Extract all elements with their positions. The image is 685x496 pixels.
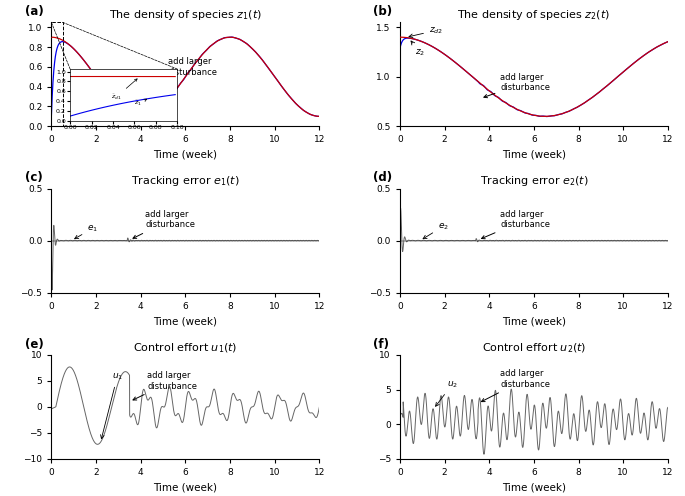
X-axis label: Time (week): Time (week) <box>153 150 217 160</box>
Text: (c): (c) <box>25 172 42 185</box>
Bar <box>51 22 62 126</box>
Text: add larger
disturbance: add larger disturbance <box>135 57 218 112</box>
X-axis label: Time (week): Time (week) <box>502 150 566 160</box>
X-axis label: Time (week): Time (week) <box>502 483 566 493</box>
Text: $e_2$: $e_2$ <box>423 221 449 239</box>
Text: $z_2$: $z_2$ <box>411 41 425 59</box>
Text: add larger
disturbance: add larger disturbance <box>133 210 195 238</box>
Text: $u_2$: $u_2$ <box>436 379 458 406</box>
Text: (d): (d) <box>373 172 392 185</box>
Text: (b): (b) <box>373 5 392 18</box>
Text: add larger
disturbance: add larger disturbance <box>482 210 550 239</box>
Title: Control effort $u_2(t)$: Control effort $u_2(t)$ <box>482 341 586 355</box>
Text: $e_1$: $e_1$ <box>75 223 98 239</box>
Text: add larger
disturbance: add larger disturbance <box>133 371 197 400</box>
Title: The density of species $z_1(t)$: The density of species $z_1(t)$ <box>109 8 262 22</box>
Title: Tracking error $e_2(t)$: Tracking error $e_2(t)$ <box>479 175 588 188</box>
Title: Tracking error $e_1(t)$: Tracking error $e_1(t)$ <box>131 175 240 188</box>
Text: add larger
disturbance: add larger disturbance <box>482 370 550 402</box>
X-axis label: Time (week): Time (week) <box>153 316 217 326</box>
X-axis label: Time (week): Time (week) <box>502 316 566 326</box>
Title: Control effort $u_1(t)$: Control effort $u_1(t)$ <box>133 341 238 355</box>
X-axis label: Time (week): Time (week) <box>153 483 217 493</box>
Text: $u_1$: $u_1$ <box>101 372 123 438</box>
Text: (e): (e) <box>25 338 43 351</box>
Text: (f): (f) <box>373 338 389 351</box>
Text: (a): (a) <box>25 5 43 18</box>
Text: add larger
disturbance: add larger disturbance <box>484 73 550 98</box>
Title: The density of species $z_2(t)$: The density of species $z_2(t)$ <box>458 8 610 22</box>
Text: $z_{d2}$: $z_{d2}$ <box>409 25 443 38</box>
